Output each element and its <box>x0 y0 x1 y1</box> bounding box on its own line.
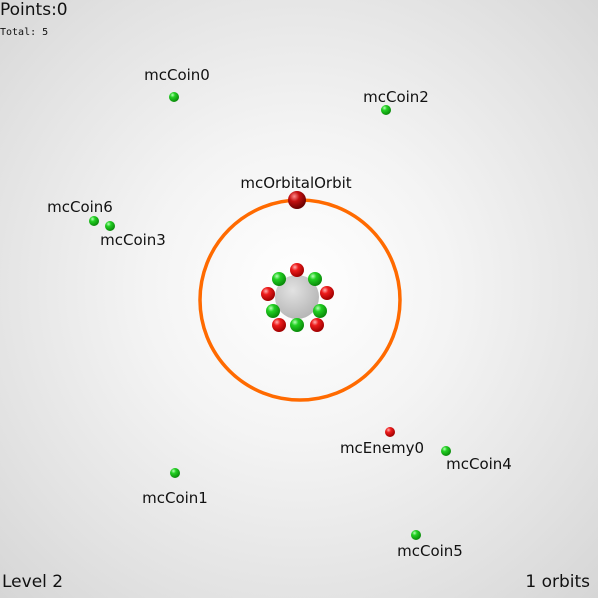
points-display: Points:0 <box>0 2 68 19</box>
coin-3[interactable] <box>105 221 115 231</box>
coin-5[interactable] <box>411 530 421 540</box>
core-ball-red <box>320 286 334 300</box>
coin-label: mcCoin2 <box>363 88 429 106</box>
orbits-counter: 1 orbits <box>525 572 590 592</box>
total-label: Total: <box>0 27 37 38</box>
core-ball-red <box>261 287 275 301</box>
coin-label: mcCoin6 <box>47 198 113 216</box>
core-ball-red <box>272 318 286 332</box>
enemy-0[interactable] <box>385 427 395 437</box>
coin-label: mcCoin5 <box>397 542 463 560</box>
level-indicator: Level 2 <box>2 572 64 592</box>
total-value: 5 <box>42 27 49 38</box>
core-ball-green <box>308 272 322 286</box>
coin-label: mcCoin3 <box>100 231 166 249</box>
coin-0[interactable] <box>169 92 179 102</box>
total-display: Total: 5 <box>0 28 48 38</box>
coin-label: mcCoin4 <box>446 455 512 473</box>
points-value: 0 <box>56 0 68 20</box>
coin-2[interactable] <box>381 105 391 115</box>
coin-label: mcCoin1 <box>142 489 208 507</box>
core-ball-green <box>266 304 280 318</box>
coin-label: mcCoin0 <box>144 66 210 84</box>
coin-1[interactable] <box>170 468 180 478</box>
player-core[interactable] <box>261 263 334 332</box>
orbital-label: mcOrbitalOrbit <box>240 174 351 192</box>
enemy-label: mcEnemy0 <box>340 439 424 457</box>
points-label: Points: <box>0 0 57 20</box>
orbital-orbit[interactable] <box>288 191 306 209</box>
core-body <box>275 275 319 319</box>
core-ball-green <box>290 318 304 332</box>
core-ball-red <box>310 318 324 332</box>
coin-4[interactable] <box>441 446 451 456</box>
coin-6[interactable] <box>89 216 99 226</box>
core-ball-green <box>313 304 327 318</box>
core-ball-red <box>290 263 304 277</box>
core-ball-green <box>272 272 286 286</box>
